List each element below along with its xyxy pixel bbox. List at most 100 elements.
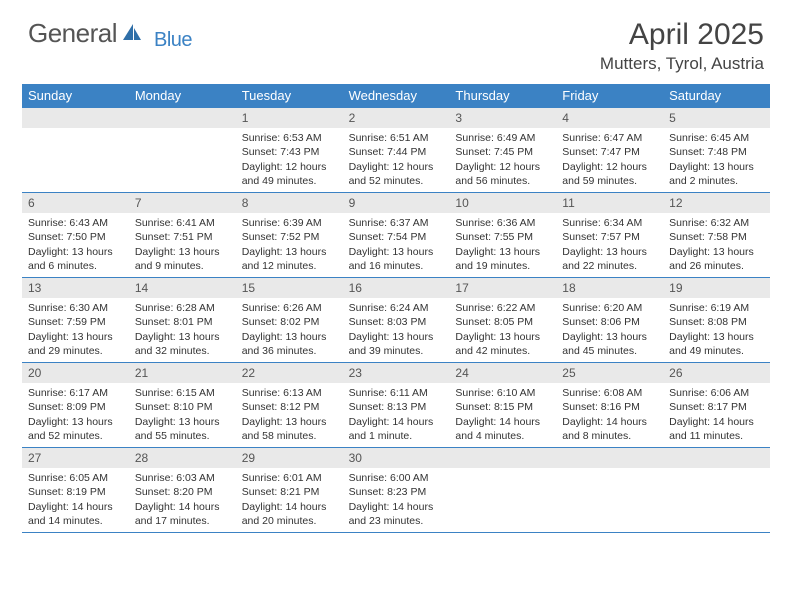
daylight-text: Daylight: 13 hours and 19 minutes. [455,245,550,273]
day-cell: 12Sunrise: 6:32 AMSunset: 7:58 PMDayligh… [663,193,770,277]
sunset-text: Sunset: 8:02 PM [242,315,337,329]
sunset-text: Sunset: 7:52 PM [242,230,337,244]
day-body: Sunrise: 6:03 AMSunset: 8:20 PMDaylight:… [129,468,236,532]
day-number: 18 [556,278,663,298]
daylight-text: Daylight: 13 hours and 29 minutes. [28,330,123,358]
day-body: Sunrise: 6:19 AMSunset: 8:08 PMDaylight:… [663,298,770,362]
sunrise-text: Sunrise: 6:36 AM [455,216,550,230]
day-body: Sunrise: 6:37 AMSunset: 7:54 PMDaylight:… [343,213,450,277]
daylight-text: Daylight: 13 hours and 16 minutes. [349,245,444,273]
sunrise-text: Sunrise: 6:06 AM [669,386,764,400]
day-number: 9 [343,193,450,213]
day-cell: 23Sunrise: 6:11 AMSunset: 8:13 PMDayligh… [343,363,450,447]
day-number: 1 [236,108,343,128]
sunrise-text: Sunrise: 6:41 AM [135,216,230,230]
sunset-text: Sunset: 7:45 PM [455,145,550,159]
day-body: Sunrise: 6:08 AMSunset: 8:16 PMDaylight:… [556,383,663,447]
daylight-text: Daylight: 13 hours and 58 minutes. [242,415,337,443]
sail-icon [121,18,143,49]
daylight-text: Daylight: 13 hours and 49 minutes. [669,330,764,358]
sunset-text: Sunset: 7:59 PM [28,315,123,329]
dow-cell: Monday [129,84,236,108]
day-cell: 26Sunrise: 6:06 AMSunset: 8:17 PMDayligh… [663,363,770,447]
daylight-text: Daylight: 14 hours and 23 minutes. [349,500,444,528]
daylight-text: Daylight: 14 hours and 8 minutes. [562,415,657,443]
day-number: 22 [236,363,343,383]
daylight-text: Daylight: 13 hours and 39 minutes. [349,330,444,358]
day-body [556,468,663,528]
day-body: Sunrise: 6:13 AMSunset: 8:12 PMDaylight:… [236,383,343,447]
sunrise-text: Sunrise: 6:32 AM [669,216,764,230]
sunset-text: Sunset: 7:58 PM [669,230,764,244]
daylight-text: Daylight: 13 hours and 9 minutes. [135,245,230,273]
sunrise-text: Sunrise: 6:20 AM [562,301,657,315]
day-number: 27 [22,448,129,468]
sunset-text: Sunset: 7:55 PM [455,230,550,244]
day-body: Sunrise: 6:49 AMSunset: 7:45 PMDaylight:… [449,128,556,192]
daylight-text: Daylight: 13 hours and 12 minutes. [242,245,337,273]
daylight-text: Daylight: 13 hours and 52 minutes. [28,415,123,443]
day-cell: 6Sunrise: 6:43 AMSunset: 7:50 PMDaylight… [22,193,129,277]
sunrise-text: Sunrise: 6:08 AM [562,386,657,400]
day-number: 20 [22,363,129,383]
sunrise-text: Sunrise: 6:47 AM [562,131,657,145]
day-number: 7 [129,193,236,213]
sunrise-text: Sunrise: 6:53 AM [242,131,337,145]
sunrise-text: Sunrise: 6:22 AM [455,301,550,315]
day-body [663,468,770,528]
day-cell: 14Sunrise: 6:28 AMSunset: 8:01 PMDayligh… [129,278,236,362]
daylight-text: Daylight: 13 hours and 22 minutes. [562,245,657,273]
day-body: Sunrise: 6:10 AMSunset: 8:15 PMDaylight:… [449,383,556,447]
sunrise-text: Sunrise: 6:11 AM [349,386,444,400]
sunrise-text: Sunrise: 6:28 AM [135,301,230,315]
sunrise-text: Sunrise: 6:43 AM [28,216,123,230]
daylight-text: Daylight: 13 hours and 36 minutes. [242,330,337,358]
day-number: 5 [663,108,770,128]
location-label: Mutters, Tyrol, Austria [600,54,764,74]
day-number: 13 [22,278,129,298]
daylight-text: Daylight: 12 hours and 52 minutes. [349,160,444,188]
sunset-text: Sunset: 8:19 PM [28,485,123,499]
day-cell: 2Sunrise: 6:51 AMSunset: 7:44 PMDaylight… [343,108,450,192]
day-body: Sunrise: 6:32 AMSunset: 7:58 PMDaylight:… [663,213,770,277]
daylight-text: Daylight: 13 hours and 26 minutes. [669,245,764,273]
day-cell: 25Sunrise: 6:08 AMSunset: 8:16 PMDayligh… [556,363,663,447]
dow-header-row: Sunday Monday Tuesday Wednesday Thursday… [22,84,770,108]
sunset-text: Sunset: 7:47 PM [562,145,657,159]
day-number [663,448,770,468]
day-body: Sunrise: 6:06 AMSunset: 8:17 PMDaylight:… [663,383,770,447]
daylight-text: Daylight: 12 hours and 59 minutes. [562,160,657,188]
day-body: Sunrise: 6:20 AMSunset: 8:06 PMDaylight:… [556,298,663,362]
week-row: 6Sunrise: 6:43 AMSunset: 7:50 PMDaylight… [22,193,770,278]
sunrise-text: Sunrise: 6:39 AM [242,216,337,230]
day-body: Sunrise: 6:15 AMSunset: 8:10 PMDaylight:… [129,383,236,447]
day-body: Sunrise: 6:43 AMSunset: 7:50 PMDaylight:… [22,213,129,277]
day-cell: 20Sunrise: 6:17 AMSunset: 8:09 PMDayligh… [22,363,129,447]
sunrise-text: Sunrise: 6:01 AM [242,471,337,485]
day-cell [556,448,663,532]
title-block: April 2025 Mutters, Tyrol, Austria [600,18,764,74]
day-body [129,128,236,188]
day-cell: 5Sunrise: 6:45 AMSunset: 7:48 PMDaylight… [663,108,770,192]
day-cell: 18Sunrise: 6:20 AMSunset: 8:06 PMDayligh… [556,278,663,362]
day-number: 24 [449,363,556,383]
dow-cell: Friday [556,84,663,108]
sunset-text: Sunset: 8:17 PM [669,400,764,414]
calendar-body: 1Sunrise: 6:53 AMSunset: 7:43 PMDaylight… [22,108,770,533]
day-number: 15 [236,278,343,298]
daylight-text: Daylight: 13 hours and 6 minutes. [28,245,123,273]
day-number: 14 [129,278,236,298]
sunset-text: Sunset: 7:50 PM [28,230,123,244]
day-cell: 4Sunrise: 6:47 AMSunset: 7:47 PMDaylight… [556,108,663,192]
day-number: 23 [343,363,450,383]
day-cell [22,108,129,192]
calendar: Sunday Monday Tuesday Wednesday Thursday… [22,84,770,533]
daylight-text: Daylight: 14 hours and 1 minute. [349,415,444,443]
day-body: Sunrise: 6:26 AMSunset: 8:02 PMDaylight:… [236,298,343,362]
sunrise-text: Sunrise: 6:03 AM [135,471,230,485]
sunset-text: Sunset: 8:15 PM [455,400,550,414]
daylight-text: Daylight: 12 hours and 56 minutes. [455,160,550,188]
day-body: Sunrise: 6:05 AMSunset: 8:19 PMDaylight:… [22,468,129,532]
day-cell: 17Sunrise: 6:22 AMSunset: 8:05 PMDayligh… [449,278,556,362]
page-title: April 2025 [600,18,764,52]
